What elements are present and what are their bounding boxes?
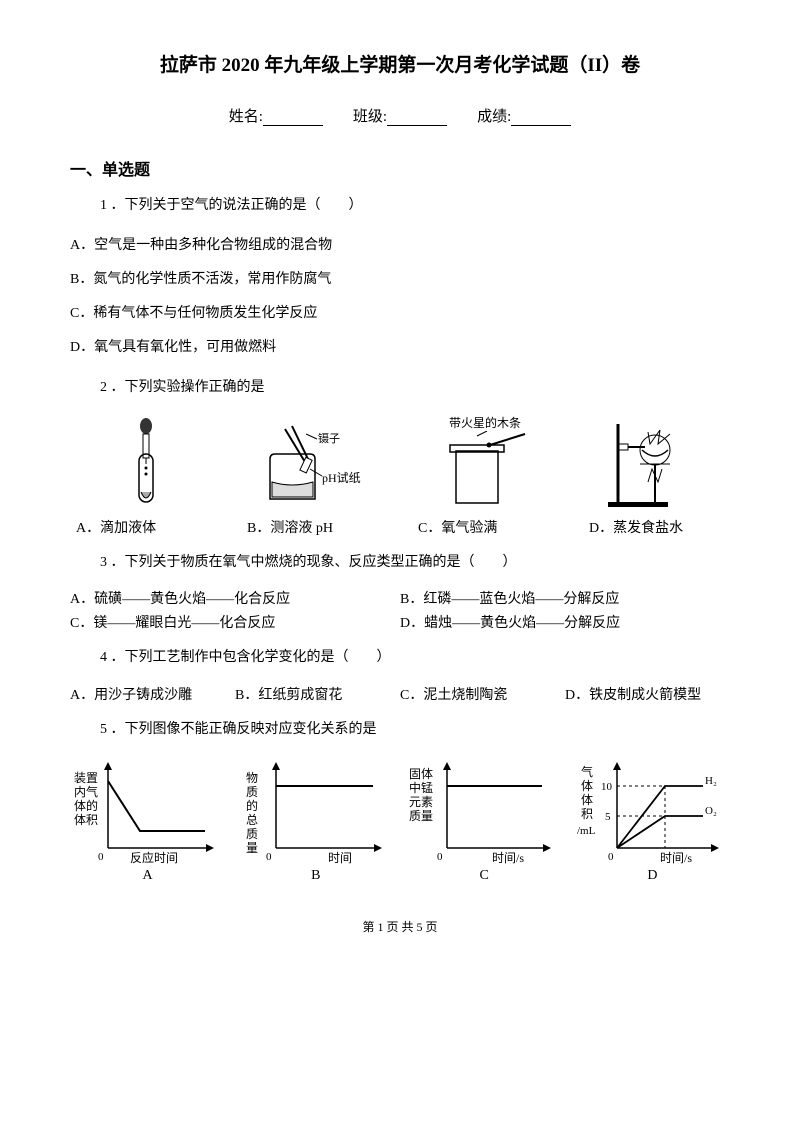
svg-text:装置: 装置 <box>74 771 98 785</box>
q2-labels: A．滴加液体 B．测溶液 pH C．氧气验满 D．蒸发食盐水 <box>70 517 730 537</box>
svg-text:0: 0 <box>266 851 272 863</box>
q3-option-d: D．蜡烛——黄色火焰——分解反应 <box>400 612 730 632</box>
svg-text:时间/s: 时间/s <box>660 851 692 865</box>
graph-c-svg: 固体 中锰 元素 质量 0 时间/s <box>407 756 562 866</box>
q2-stem: 2 ．下列实验操作正确的是 <box>100 376 730 400</box>
page-footer: 第 1 页 共 5 页 <box>70 918 730 935</box>
q5-stem: 5 ．下列图像不能正确反映对应变化关系的是 <box>100 718 730 742</box>
q2-option-a: A．滴加液体 <box>70 517 241 537</box>
q3-stem: 3 ．下列关于物质在氧气中燃烧的现象、反应类型正确的是（ ） <box>100 551 730 575</box>
q1-option-d: D．氧气具有氧化性，可用做燃料 <box>70 334 730 362</box>
q5-graphs: 装置 内气 体的 体积 0 反应时间 A 物 <box>70 756 730 884</box>
svg-text:10: 10 <box>601 781 613 793</box>
svg-text:体积: 体积 <box>74 813 98 827</box>
svg-text:量: 量 <box>246 841 258 855</box>
svg-text:/mL: /mL <box>577 825 596 837</box>
q4-stem: 4 ．下列工艺制作中包含化学变化的是（ ） <box>100 646 730 670</box>
splint-note: 带火星的木条 <box>410 414 560 431</box>
name-blank[interactable] <box>263 125 323 126</box>
graph-c-letter: C <box>407 868 562 884</box>
graph-a-letter: A <box>70 868 225 884</box>
q2-option-d: D．蒸发食盐水 <box>583 517 754 537</box>
q3-option-c: C．镁——耀眼白光——化合反应 <box>70 612 400 632</box>
svg-text:H₂: H₂ <box>705 775 717 787</box>
ph-test-icon: 镊子 pH试纸 <box>250 414 380 509</box>
svg-text:的: 的 <box>246 798 258 813</box>
class-label: 班级: <box>353 109 387 125</box>
name-label: 姓名: <box>229 109 263 125</box>
svg-text:时间: 时间 <box>328 851 352 865</box>
evaporation-icon <box>600 414 710 509</box>
svg-text:元素: 元素 <box>409 795 433 809</box>
q1-option-b: B．氮气的化学性质不活泼，常用作防腐气 <box>70 266 730 294</box>
q3-option-a: A．硫磺——黄色火焰——化合反应 <box>70 588 400 608</box>
q1-option-c: C．稀有气体不与任何物质发生化学反应 <box>70 300 730 328</box>
q2-fig-c: 带火星的木条 <box>410 414 560 509</box>
tweezer-label: 镊子 <box>318 432 340 445</box>
q2-figures: 镊子 pH试纸 带火星的木条 <box>70 414 730 509</box>
graph-b-svg: 物 质 的 总 质 量 0 时间 <box>238 756 393 866</box>
q3-option-b: B．红磷——蓝色火焰——分解反应 <box>400 588 730 608</box>
svg-text:总: 总 <box>246 813 258 827</box>
score-label: 成绩: <box>477 109 511 125</box>
exam-title: 拉萨市 2020 年九年级上学期第一次月考化学试题（II）卷 <box>70 50 730 77</box>
info-line: 姓名: 班级: 成绩: <box>70 105 730 126</box>
svg-text:体: 体 <box>581 779 593 793</box>
svg-text:内气: 内气 <box>74 784 98 799</box>
svg-text:体: 体 <box>581 793 593 807</box>
q2-option-c: C．氧气验满 <box>412 517 583 537</box>
graph-d: 10 5 H₂ O₂ 气 体 体 积 /mL 0 时间/s D <box>575 756 730 884</box>
svg-text:质: 质 <box>246 785 258 799</box>
graph-a-svg: 装置 内气 体的 体积 0 反应时间 <box>70 756 225 866</box>
q2-option-b: B．测溶液 pH <box>241 517 412 537</box>
q4-option-b: B．红纸剪成窗花 <box>235 684 400 704</box>
svg-text:体的: 体的 <box>74 798 98 813</box>
svg-text:物: 物 <box>246 771 258 785</box>
svg-text:O₂: O₂ <box>705 805 717 817</box>
ph-paper-label: pH试纸 <box>322 470 361 485</box>
q2-fig-a <box>70 414 220 509</box>
svg-text:气: 气 <box>581 764 593 779</box>
q2-fig-d <box>580 414 730 509</box>
section-1-header: 一、单选题 <box>70 156 730 180</box>
q4-option-d: D．铁皮制成火箭模型 <box>565 684 730 704</box>
svg-text:0: 0 <box>608 851 614 863</box>
graph-b: 物 质 的 总 质 量 0 时间 B <box>238 756 393 884</box>
svg-text:0: 0 <box>437 851 443 863</box>
score-blank[interactable] <box>511 125 571 126</box>
svg-text:积: 积 <box>581 807 593 821</box>
svg-text:反应时间: 反应时间 <box>130 850 178 865</box>
svg-text:质量: 质量 <box>409 809 433 823</box>
svg-text:中锰: 中锰 <box>409 780 433 795</box>
graph-a: 装置 内气 体的 体积 0 反应时间 A <box>70 756 225 884</box>
q1-stem: 1 ．下列关于空气的说法正确的是（ ） <box>100 194 730 218</box>
q4-option-a: A．用沙子铸成沙雕 <box>70 684 235 704</box>
svg-text:固体: 固体 <box>409 767 433 781</box>
graph-c: 固体 中锰 元素 质量 0 时间/s C <box>407 756 562 884</box>
q4-option-c: C．泥土烧制陶瓷 <box>400 684 565 704</box>
svg-text:质: 质 <box>246 827 258 841</box>
q1-option-a: A．空气是一种由多种化合物组成的混合物 <box>70 232 730 260</box>
svg-text:时间/s: 时间/s <box>492 851 524 865</box>
gas-bottle-icon <box>430 431 540 509</box>
class-blank[interactable] <box>387 125 447 126</box>
q2-fig-b: 镊子 pH试纸 <box>240 414 390 509</box>
dropper-tube-icon <box>115 414 175 509</box>
svg-text:5: 5 <box>605 811 611 823</box>
svg-text:0: 0 <box>98 851 104 863</box>
graph-d-svg: 10 5 H₂ O₂ 气 体 体 积 /mL 0 时间/s <box>575 756 730 866</box>
graph-b-letter: B <box>238 868 393 884</box>
graph-d-letter: D <box>575 868 730 884</box>
